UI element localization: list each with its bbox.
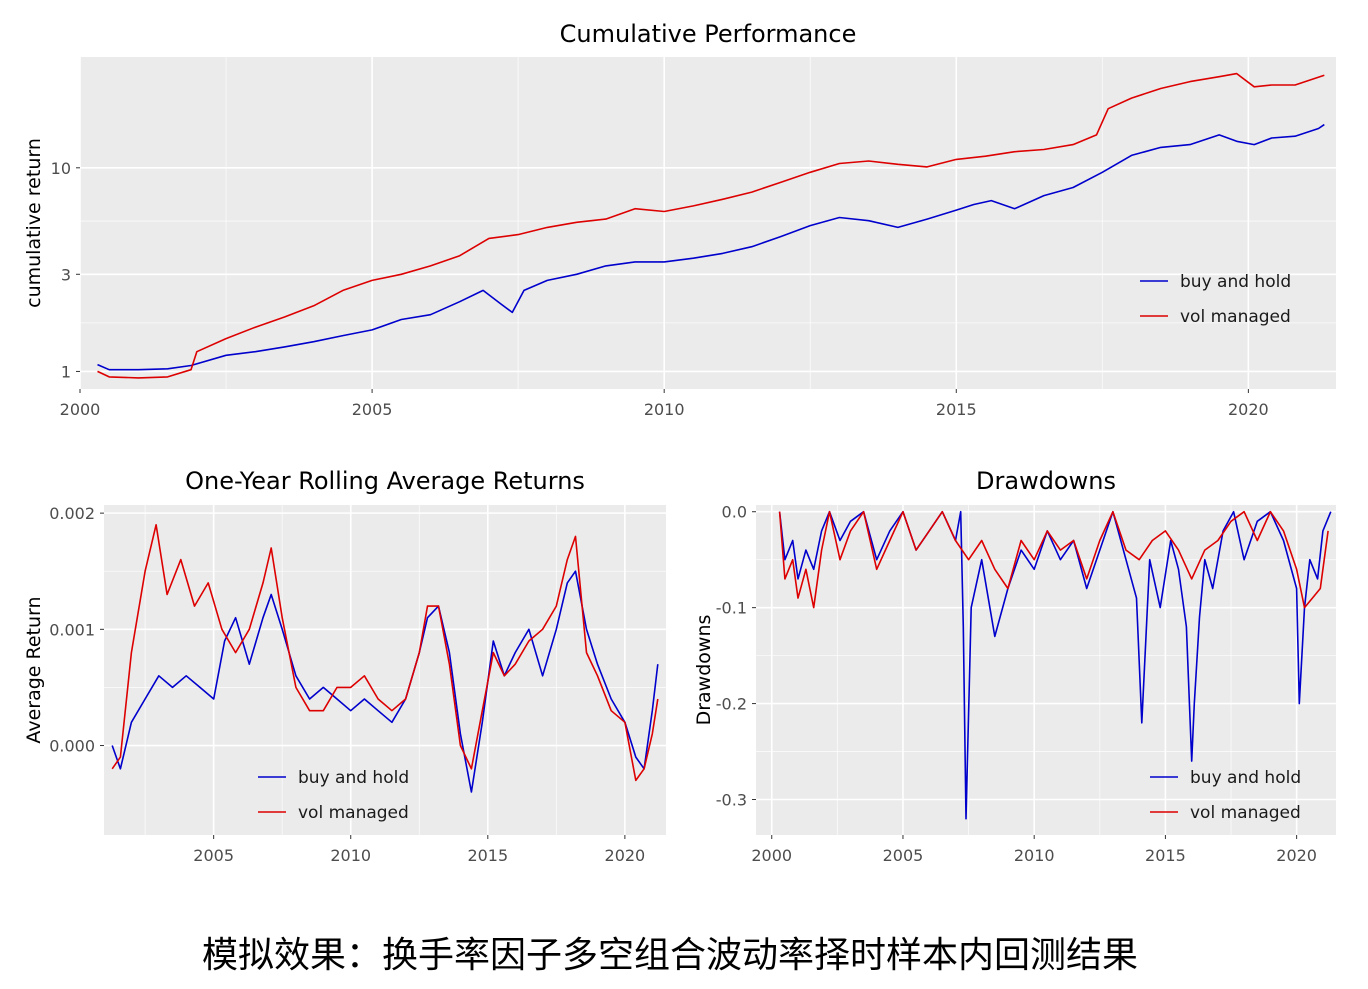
drawdowns-y-tick-label: -0.1	[716, 599, 747, 618]
cumulative-y-tick-label: 1	[61, 362, 71, 381]
cumulative-legend-label: vol managed	[1180, 307, 1291, 327]
cumulative-series-buy-and-hold	[97, 123, 1325, 371]
cumulative-title: Cumulative Performance	[560, 20, 857, 48]
rolling-x-tick-label: 2015	[467, 846, 508, 865]
drawdowns-x-tick-label: 2000	[751, 846, 792, 865]
cumulative-x-tick-label: 2020	[1228, 400, 1269, 419]
rolling-legend-label: vol managed	[298, 803, 409, 823]
drawdowns-x-tick-label: 2015	[1145, 846, 1186, 865]
rolling-x-tick-label: 2005	[193, 846, 234, 865]
drawdowns-y-tick-label: -0.3	[716, 791, 747, 810]
drawdowns-x-tick-label: 2020	[1276, 846, 1317, 865]
cumulative-y-axis-label: cumulative return	[23, 138, 45, 308]
cumulative-series-vol-managed	[97, 72, 1325, 379]
rolling-title: One-Year Rolling Average Returns	[185, 467, 585, 495]
rolling-y-axis-label: Average Return	[23, 596, 45, 743]
figure-caption: 模拟效果：换手率因子多空组合波动率择时样本内回测结果	[201, 935, 1138, 976]
rolling-chart: 2005 2010 2015 2020 0.000 0.001 0.002 One-Year …	[23, 467, 666, 865]
rolling-legend-label: buy and hold	[298, 768, 409, 788]
drawdowns-y-tick-label: 0.0	[722, 503, 747, 522]
drawdowns-y-tick-label: -0.2	[716, 695, 747, 714]
drawdowns-title: Drawdowns	[976, 467, 1116, 495]
drawdowns-series-vol-managed	[778, 510, 1329, 609]
rolling-x-tick-label: 2020	[605, 846, 646, 865]
cumulative-x-tick-label: 2010	[644, 400, 685, 419]
rolling-y-tick-label: 0.001	[49, 620, 95, 639]
cumulative-x-tick-label: 2000	[60, 400, 101, 419]
cumulative-legend-label: buy and hold	[1180, 272, 1291, 292]
rolling-y-tick-label: 0.000	[49, 737, 95, 756]
drawdowns-x-tick-label: 2010	[1014, 846, 1055, 865]
cumulative-x-tick-label: 2005	[352, 400, 393, 419]
rolling-x-tick-label: 2010	[330, 846, 371, 865]
cumulative-chart: 2000 2005 2010 2015 2020 1 3 10 Cumulative Perfo…	[23, 20, 1336, 419]
cumulative-y-tick-label: 10	[51, 159, 71, 178]
cumulative-panel	[80, 57, 1336, 389]
drawdowns-legend-label: vol managed	[1190, 803, 1301, 823]
cumulative-y-tick-label: 3	[61, 265, 71, 284]
cumulative-x-tick-label: 2015	[936, 400, 977, 419]
rolling-y-tick-label: 0.002	[49, 504, 95, 523]
rolling-series-vol-managed	[111, 523, 659, 782]
rolling-panel	[104, 505, 666, 835]
drawdowns-chart: 2000 2005 2010 2015 2020 0.0 -0.1 -0.2 -0.3 Drawd…	[693, 467, 1336, 865]
drawdowns-y-axis-label: Drawdowns	[693, 615, 715, 726]
drawdowns-x-tick-label: 2005	[883, 846, 924, 865]
drawdowns-legend-label: buy and hold	[1190, 768, 1301, 788]
